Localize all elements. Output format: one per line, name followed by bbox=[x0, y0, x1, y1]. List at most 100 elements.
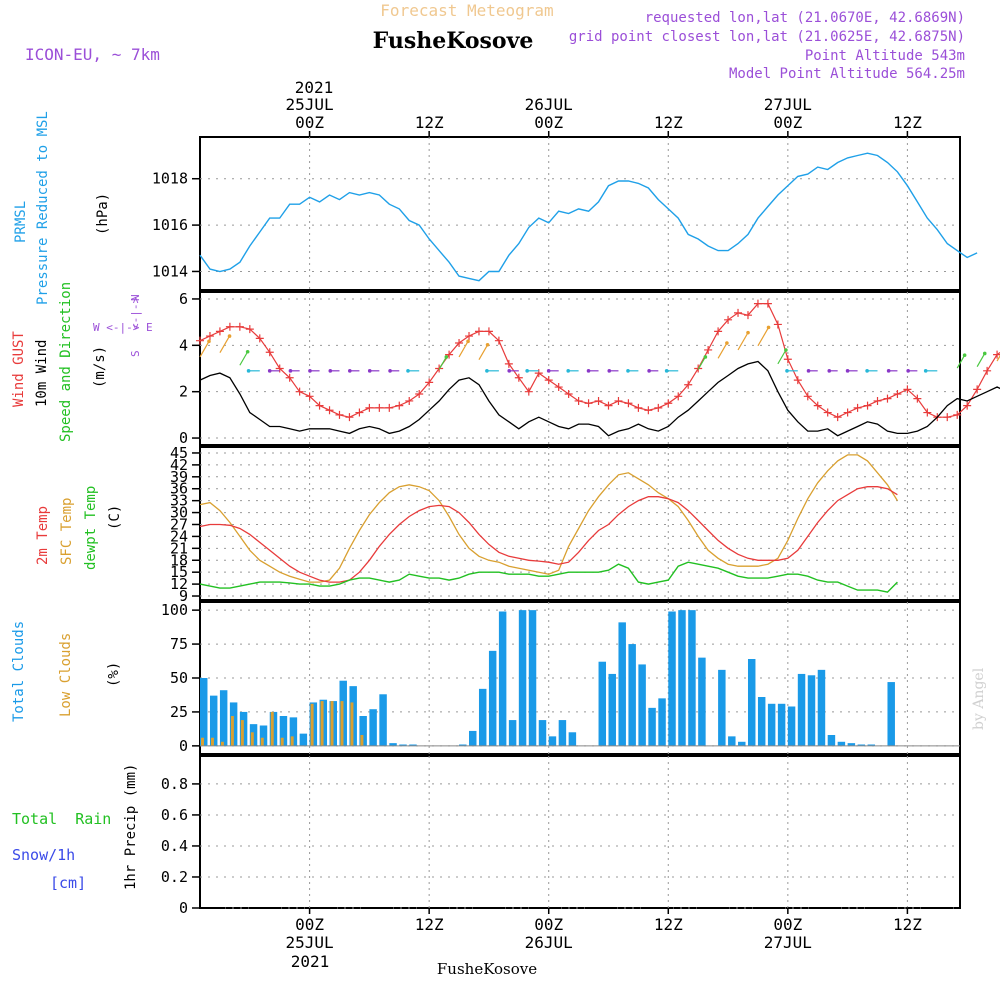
y-tick-label: 0 bbox=[179, 737, 188, 755]
low-cloud-bar bbox=[260, 737, 264, 746]
footer-location: FusheKosove bbox=[437, 960, 537, 978]
gust-point bbox=[425, 378, 434, 387]
total-cloud-bar bbox=[867, 744, 876, 746]
gust-point bbox=[883, 394, 892, 403]
wind-arrow-head bbox=[485, 369, 489, 373]
total-cloud-bar bbox=[648, 707, 656, 746]
gust-point bbox=[823, 408, 832, 417]
low-cloud-bar bbox=[220, 741, 224, 746]
gust-point bbox=[285, 373, 294, 382]
requested-coords: requested lon,lat (21.0670E, 42.6869N) bbox=[645, 10, 965, 26]
total-cloud-bar bbox=[598, 661, 607, 746]
gust-point bbox=[534, 369, 543, 378]
y-tick-label: 12 bbox=[170, 575, 188, 593]
wind-unit-label: (m/s) bbox=[92, 346, 108, 388]
total-cloud-bar bbox=[658, 698, 666, 746]
total-cloud-bar bbox=[797, 673, 806, 746]
pressure-series-line bbox=[199, 152, 978, 282]
gust-point bbox=[963, 401, 972, 410]
total-cloud-bar bbox=[767, 703, 776, 746]
wind-arrow-head bbox=[827, 369, 832, 373]
panel-frame bbox=[199, 446, 961, 601]
wind-arrow-head bbox=[982, 351, 987, 356]
gust-point bbox=[514, 373, 523, 382]
y-tick-label: 18 bbox=[170, 551, 188, 569]
wind-arrow-head bbox=[246, 369, 251, 373]
low-cloud-bar bbox=[340, 701, 344, 746]
cloud-unit-label: (%) bbox=[106, 662, 122, 687]
y-tick-label: 1016 bbox=[152, 216, 188, 234]
gust-point bbox=[484, 327, 493, 336]
total-cloud-bar bbox=[558, 720, 567, 746]
wind-arrow-head bbox=[607, 369, 612, 373]
total-cloud-bar bbox=[389, 743, 397, 746]
temp2m-series-line bbox=[199, 486, 898, 583]
y-tick-label: 6 bbox=[179, 290, 188, 308]
gust-point bbox=[564, 390, 573, 398]
gust-point bbox=[853, 403, 862, 412]
low-cloud-bar bbox=[320, 701, 324, 746]
total-cloud-bar bbox=[289, 717, 298, 746]
y-tick-label: 0.8 bbox=[161, 775, 188, 793]
wind-arrow-head bbox=[865, 369, 869, 373]
panel-frame bbox=[199, 291, 961, 446]
y-tick-label: 1018 bbox=[152, 170, 188, 188]
gust-point bbox=[634, 403, 643, 412]
low-cloud-bar bbox=[360, 735, 364, 746]
panel-2: 0 2 4 6 bbox=[179, 290, 1000, 447]
total-cloud-bar bbox=[369, 709, 377, 746]
total-cloud-bar bbox=[638, 664, 646, 746]
total-cloud-bar bbox=[279, 716, 288, 746]
gust-point bbox=[295, 387, 304, 396]
wind-arrow-head bbox=[245, 349, 250, 354]
y-tick-label: 24 bbox=[170, 527, 188, 545]
gust-label: Wind GUST bbox=[11, 331, 27, 407]
bottom-date-label: 27JUL bbox=[764, 933, 812, 952]
low-clouds-label: Low Clouds bbox=[58, 633, 74, 717]
snow-label: Snow/1h bbox=[12, 846, 75, 864]
wind-series-line bbox=[199, 360, 1000, 437]
location-title: FusheKosove bbox=[373, 28, 534, 54]
total-cloud-bar bbox=[728, 736, 736, 746]
gust-point bbox=[335, 410, 344, 419]
y-tick-label: 4 bbox=[179, 336, 188, 354]
bottom-date-label: 25JUL bbox=[286, 933, 334, 952]
gust-point bbox=[783, 355, 792, 364]
total-cloud-bar bbox=[399, 744, 407, 746]
y-tick-label: 45 bbox=[170, 444, 188, 462]
top-hour-label: 12Z bbox=[415, 113, 444, 132]
total-cloud-bar bbox=[837, 741, 846, 746]
bottom-hour-label: 00Z bbox=[773, 915, 802, 934]
total-cloud-bar bbox=[747, 659, 756, 746]
total-cloud-bar bbox=[738, 741, 746, 746]
wind-arrow-head bbox=[962, 353, 967, 358]
wind-arrow bbox=[697, 356, 706, 370]
prmsl-label: PRMSL bbox=[13, 201, 29, 243]
gust-point bbox=[973, 385, 982, 394]
gust-point bbox=[833, 413, 842, 422]
gust-point bbox=[474, 327, 483, 336]
gust-point bbox=[395, 401, 404, 410]
wind-arrow bbox=[956, 354, 966, 369]
y-tick-label: 0.2 bbox=[161, 868, 188, 886]
wind-arrow bbox=[777, 349, 787, 365]
wind-arrow-head bbox=[267, 369, 272, 373]
total-cloud-bar bbox=[628, 644, 636, 746]
y-tick-label: 27 bbox=[170, 515, 188, 533]
compass-we-label: W <-|-> E bbox=[93, 321, 153, 334]
top-year: 2021 bbox=[295, 78, 334, 97]
y-tick-label: 15 bbox=[170, 563, 188, 581]
gust-point bbox=[225, 322, 234, 331]
gust-point bbox=[365, 403, 374, 412]
total-cloud-bar bbox=[698, 657, 706, 746]
panel-4: 0 25 50 75 100 bbox=[161, 601, 961, 755]
gust-point bbox=[255, 334, 264, 343]
gust-point bbox=[494, 336, 503, 345]
gust-point bbox=[215, 327, 224, 336]
wind-arrow-head bbox=[406, 369, 410, 373]
precip-unit-label: 1hr Precip (mm) bbox=[123, 764, 139, 890]
total-cloud-bar bbox=[508, 720, 517, 746]
gust-point bbox=[644, 406, 653, 415]
total-cloud-bar bbox=[299, 733, 308, 746]
gust-point bbox=[793, 376, 802, 385]
